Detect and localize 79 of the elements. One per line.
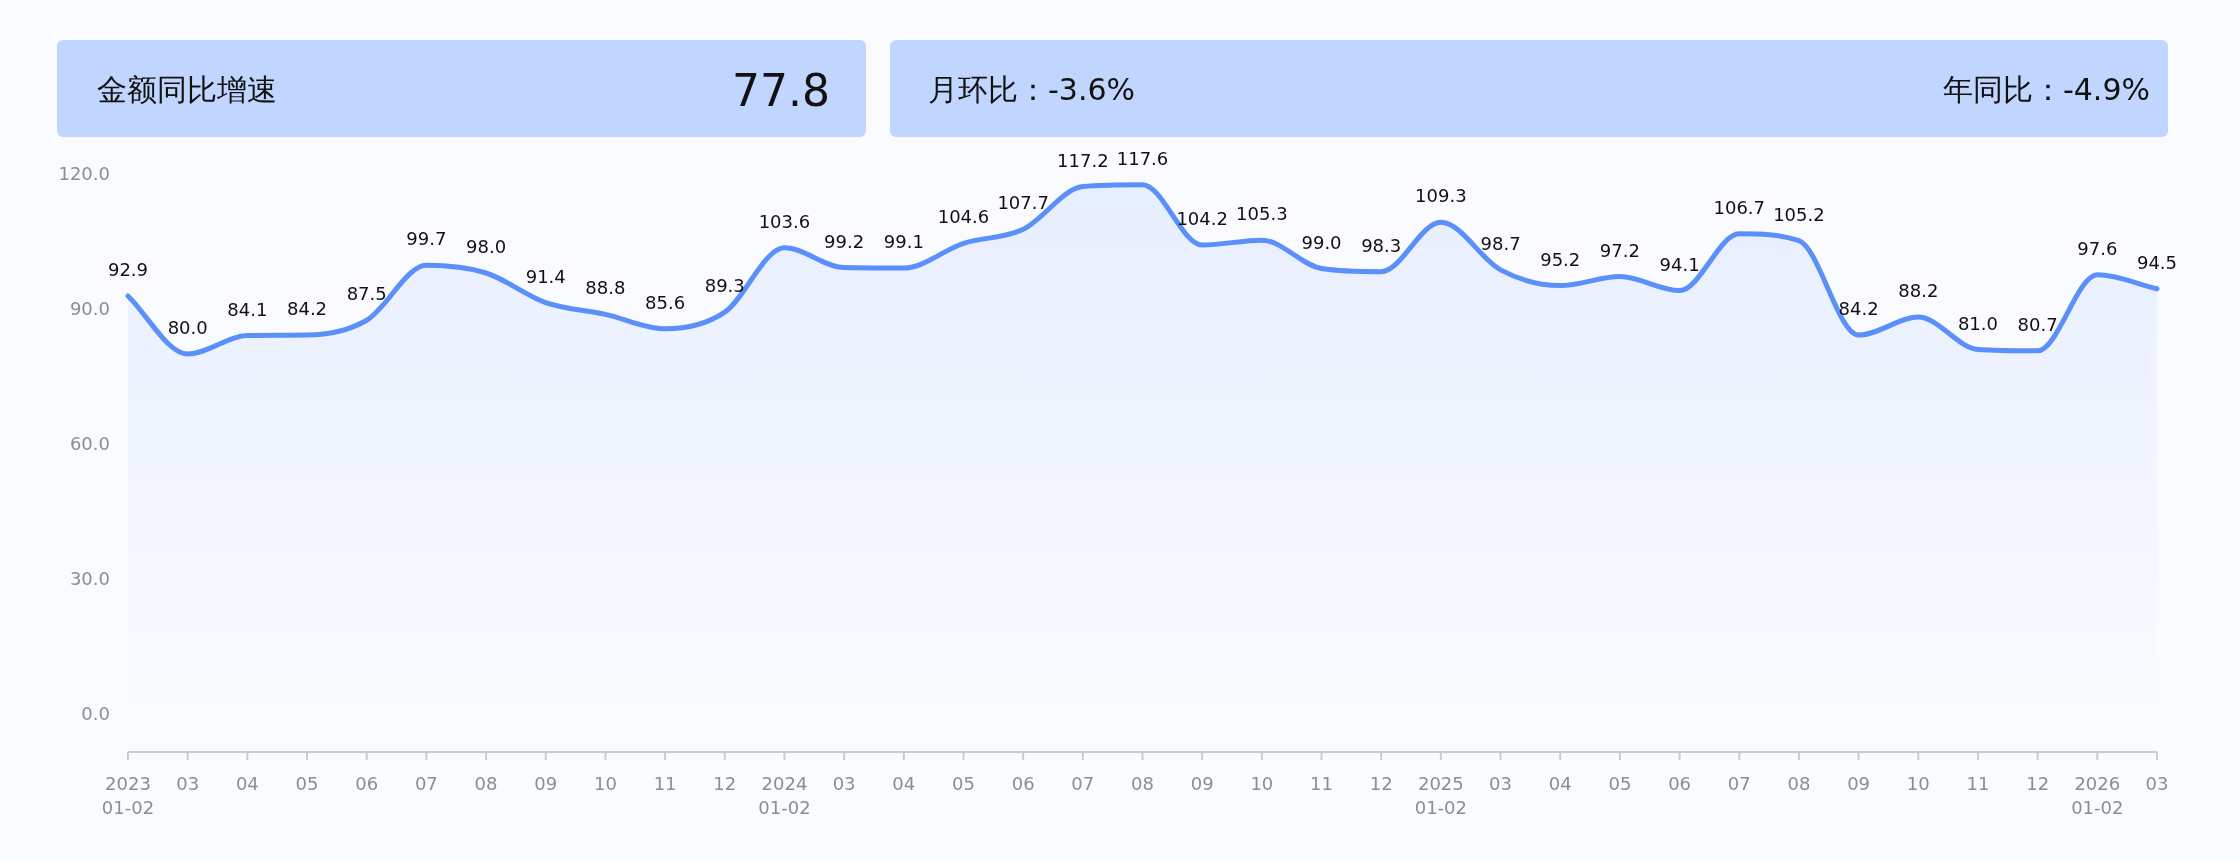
x-tick-label: 03	[176, 773, 200, 794]
x-tick-label: 03	[832, 773, 856, 794]
data-label: 80.0	[167, 317, 208, 338]
data-label: 99.0	[1301, 231, 1342, 253]
data-label: 103.6	[758, 210, 811, 232]
data-label: 81.0	[1957, 312, 1999, 334]
x-tick-label: 05	[295, 773, 319, 794]
data-label: 89.3	[704, 275, 745, 297]
data-label: 117.6	[1116, 147, 1169, 169]
x-tick-label: 06	[1011, 773, 1035, 794]
x-tick-label: 11	[1310, 773, 1333, 794]
y-tick-label: 120.0	[58, 163, 110, 184]
data-label: 98.7	[1480, 232, 1521, 254]
text: 月环比：-3.6%	[928, 72, 1136, 107]
data-label: 84.1	[227, 298, 268, 320]
data-label: 94.5	[2136, 251, 2178, 273]
y-tick-label: 60.0	[69, 433, 110, 454]
data-label: 117.2	[1057, 149, 1109, 171]
y-tick-label: 90.0	[69, 298, 110, 319]
data-label: 80.7	[2017, 313, 2058, 335]
x-tick-label: 09	[1190, 773, 1214, 794]
data-label: 105.2	[1773, 203, 1825, 225]
data-label: 87.5	[346, 283, 387, 305]
x-tick-label: 08	[1787, 773, 1811, 794]
x-tick-label: 04	[235, 773, 259, 794]
x-tick-label: 03	[2145, 773, 2169, 794]
data-label: 84.2	[1838, 298, 1879, 320]
data-label: 85.6	[645, 291, 686, 313]
x-tick-label: 09	[1847, 773, 1871, 794]
data-label: 109.3	[1415, 185, 1467, 207]
x-tick-label: 03	[1489, 773, 1513, 794]
data-label: 94.1	[1659, 253, 1700, 275]
x-tick-label: 11	[653, 773, 677, 794]
data-label: 92.9	[107, 258, 149, 280]
data-label: 106.7	[1713, 196, 1766, 218]
data-label: 84.2	[286, 298, 328, 320]
data-label: 104.2	[1176, 208, 1228, 230]
x-tick-label: 09	[534, 773, 558, 794]
x-tick-label: 07	[1071, 773, 1095, 794]
chart-title: 金额同比增速	[97, 72, 277, 107]
data-label: 107.7	[997, 192, 1049, 214]
y-tick-label: 0.0	[81, 703, 110, 724]
x-tick-label: 10	[593, 773, 617, 794]
x-tick-label: 04	[1548, 773, 1572, 794]
text: 77.8	[732, 65, 830, 116]
data-label: 99.7	[406, 228, 447, 250]
y-tick-label: 30.0	[69, 568, 110, 589]
x-tick-label: 2024 01-02	[758, 773, 811, 818]
x-tick-label: 04	[892, 773, 916, 794]
data-label: 98.3	[1361, 234, 1402, 256]
data-label: 88.8	[585, 277, 626, 299]
x-tick-label: 10	[1250, 773, 1274, 794]
x-tick-label: 08	[1131, 773, 1154, 794]
data-label: 99.2	[824, 230, 865, 252]
x-tick-label: 2023 01-02	[101, 773, 155, 818]
data-label: 104.6	[937, 206, 990, 228]
x-tick-label: 06	[1668, 773, 1692, 794]
x-tick-label: 08	[474, 773, 498, 794]
data-label: 105.3	[1236, 203, 1288, 225]
x-tick-label: 12	[1369, 773, 1393, 794]
x-tick-label: 2025 01-02	[1414, 773, 1468, 818]
data-label: 99.1	[883, 231, 924, 253]
text: 年同比：-4.9%	[1942, 72, 2150, 107]
x-tick-label: 05	[1608, 773, 1632, 794]
x-tick-label: 12	[713, 773, 737, 794]
x-tick-label: 06	[355, 773, 379, 794]
data-label: 98.0	[466, 236, 507, 257]
data-label: 95.2	[1540, 248, 1581, 270]
x-tick-label: 10	[1906, 773, 1930, 794]
x-tick-label: 2026 01-02	[2071, 773, 2124, 818]
data-label: 97.2	[1599, 239, 1640, 261]
x-tick-label: 12	[2026, 773, 2050, 794]
x-tick-label: 07	[1727, 773, 1751, 794]
data-label: 88.2	[1898, 280, 1939, 302]
x-tick-label: 05	[952, 773, 975, 794]
data-label: 97.6	[2077, 237, 2118, 259]
data-label: 91.4	[525, 265, 566, 287]
x-tick-label: 11	[1966, 773, 1990, 794]
x-tick-label: 07	[414, 773, 438, 794]
